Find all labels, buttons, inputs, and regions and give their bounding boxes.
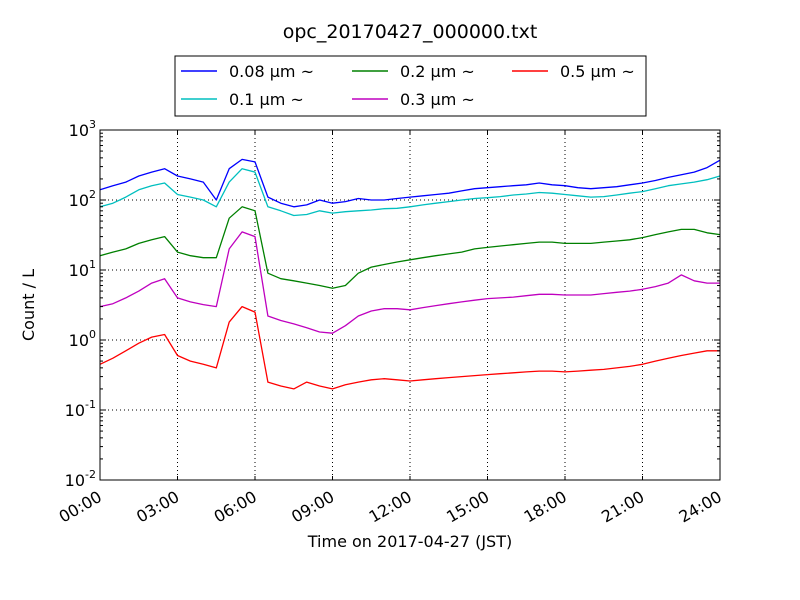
grid [100,130,720,480]
y-tick-exponent: 0 [89,328,96,341]
y-tick-label: 10-1 [65,398,96,420]
legend-label: 0.08 μm ~ [229,62,314,81]
y-tick-label: 101 [69,258,96,280]
y-tick-exponent: 3 [89,118,96,131]
series-layer [99,158,721,390]
series-line [99,168,721,217]
y-tick-base: 10 [69,331,89,350]
y-tick-label: 102 [69,188,96,210]
y-tick-exponent: -2 [85,468,96,481]
legend-label: 0.2 μm ~ [400,62,475,81]
y-tick-exponent: 2 [89,188,96,201]
series-line [99,158,721,208]
chart-title: opc_20170427_000000.txt [283,21,538,43]
y-tick-base: 10 [65,401,85,420]
y-tick-label: 100 [69,328,96,350]
legend-label: 0.5 μm ~ [560,62,635,81]
series-line [99,231,720,334]
y-tick-label: 103 [69,118,96,140]
series-line [99,206,721,289]
legend-label: 0.3 μm ~ [400,90,475,109]
series-line [99,305,720,390]
legend-label: 0.1 μm ~ [229,90,304,109]
y-tick-base: 10 [65,471,85,490]
legend: 0.08 μm ~ 0.1 μm ~ 0.2 μm ~ 0.3 μm ~ 0.5 μm … [181,62,635,109]
x-axis-label: Time on 2017-04-27 (JST) [307,532,512,551]
y-tick-exponent: -1 [85,398,96,411]
y-tick-base: 10 [69,121,89,140]
legend-box [174,55,647,117]
y-tick-exponent: 1 [89,258,96,271]
y-tick-base: 10 [69,261,89,280]
y-tick-base: 10 [69,191,89,210]
y-tick-label: 10-2 [65,468,96,490]
y-axis-label: Count / L [19,269,38,341]
